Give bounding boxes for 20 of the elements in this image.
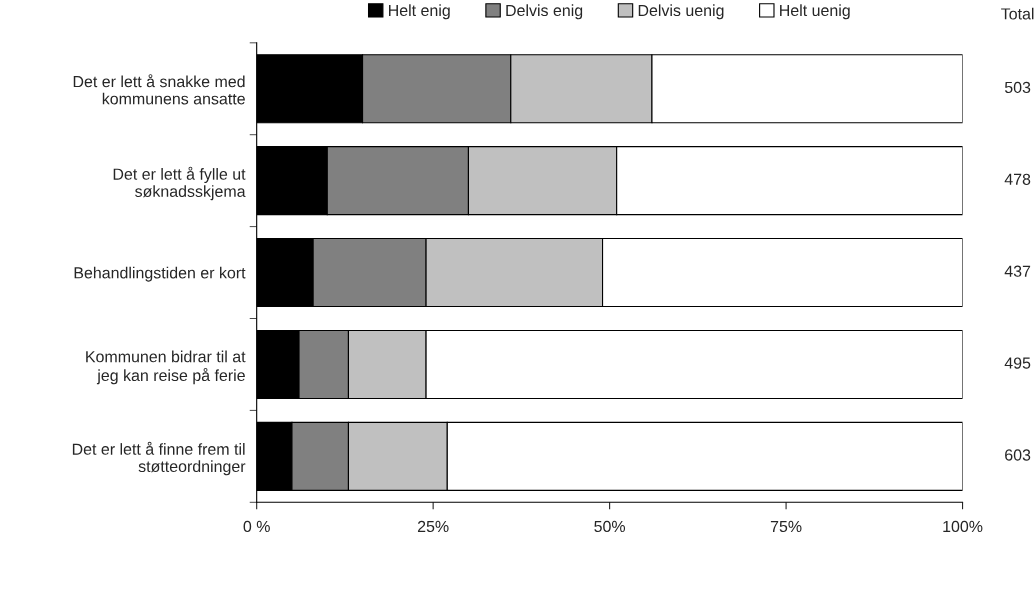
y-tick-label: Behandlingstiden er kort bbox=[74, 266, 246, 282]
x-tick-label: 75% bbox=[770, 520, 802, 533]
x-tick-label: 0 % bbox=[243, 520, 270, 533]
y-tick-label: Det er lett å fylle ut søknadsskjema bbox=[113, 166, 246, 201]
x-tick-label: 50% bbox=[594, 520, 626, 533]
legend-label: Delvis uenig bbox=[638, 4, 724, 20]
text: 503 bbox=[1004, 81, 1031, 94]
legend-label: Helt enig bbox=[389, 4, 450, 20]
text: 478 bbox=[1004, 173, 1031, 185]
x-tick-label: 100% bbox=[943, 520, 983, 533]
legend-label: Helt uenig bbox=[780, 4, 850, 20]
y-tick-label: Det er lett å finne frem til støtteordninger bbox=[72, 441, 246, 476]
legend-label: Delvis enig bbox=[506, 4, 583, 20]
text: 437 bbox=[1004, 265, 1031, 277]
y-tick-label: Kommunen bidrar til at jeg kan reise på ferie bbox=[86, 350, 246, 385]
text: 495 bbox=[1004, 357, 1031, 369]
text: 603 bbox=[1005, 449, 1031, 461]
text: Total bbox=[1001, 7, 1034, 20]
y-tick-label: Det er lett å snakke med kommunens ansatte bbox=[73, 74, 245, 105]
x-tick-label: 25% bbox=[417, 520, 449, 533]
